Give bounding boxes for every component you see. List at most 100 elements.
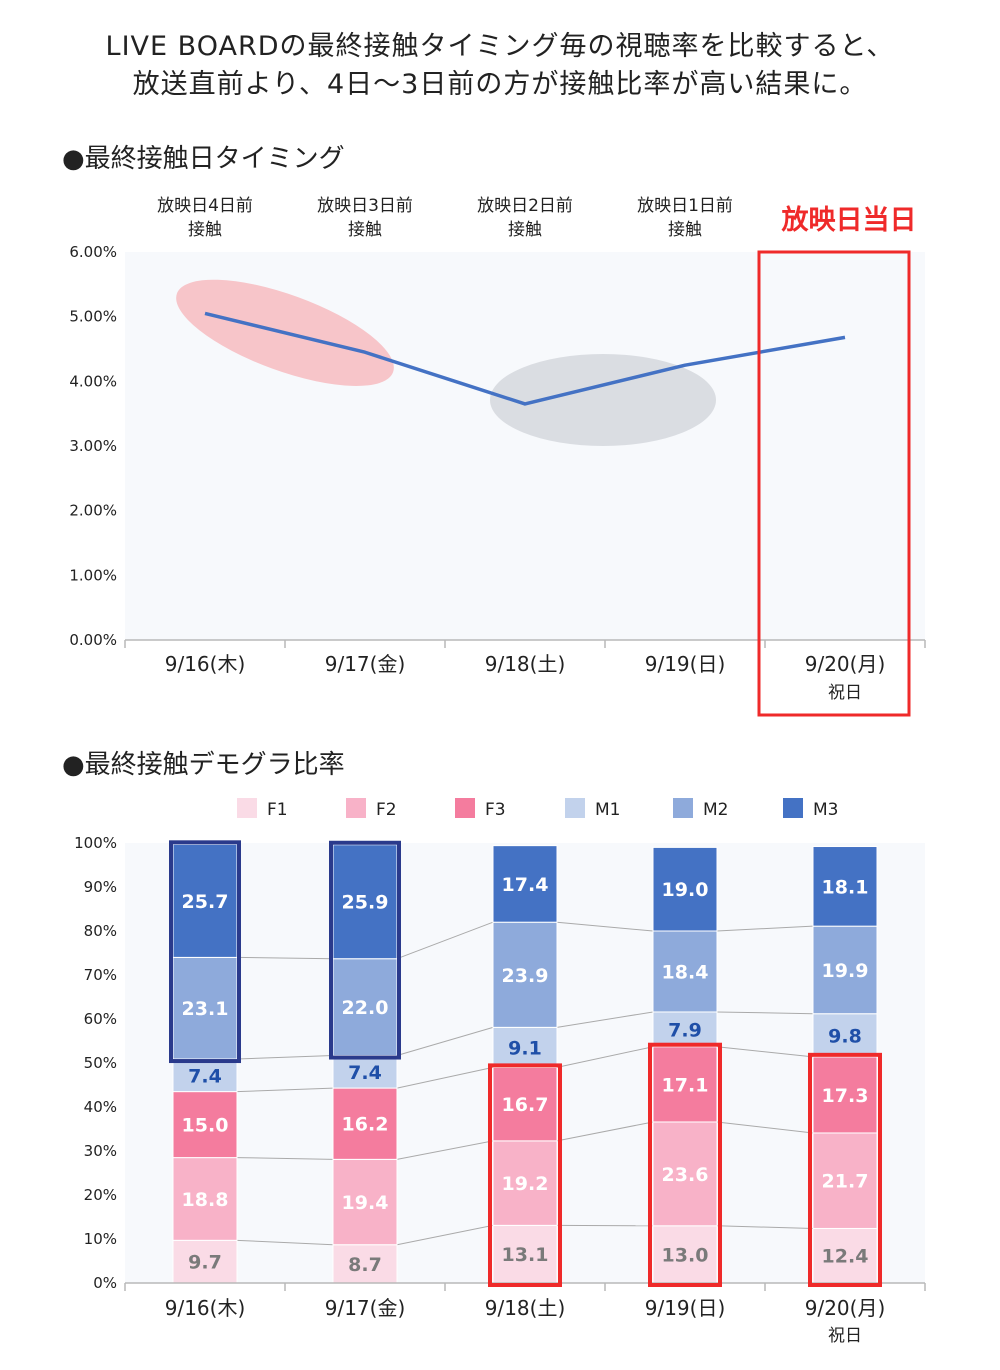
segment-connector-line	[716, 925, 814, 932]
bar-segment-F3	[492, 1066, 558, 1142]
data-label-M3: 25.7	[182, 891, 229, 913]
y-tick-label: 30%	[84, 1142, 117, 1160]
bar-segment-F3	[172, 1091, 238, 1159]
x-category-label: 9/18(土)	[485, 652, 566, 676]
segment-connector-line	[396, 921, 494, 960]
segment-connector-line	[236, 1239, 334, 1246]
legend-swatch	[346, 798, 366, 818]
bar-segment-F1	[652, 1225, 718, 1284]
data-label-M3: 19.0	[662, 879, 709, 901]
bar-segment-F1	[492, 1224, 558, 1284]
timing-label: 接触	[668, 220, 702, 240]
y-tick-label: 6.00%	[69, 243, 117, 261]
y-tick-label: 40%	[84, 1098, 117, 1116]
bar-segment-F3	[652, 1046, 718, 1123]
data-label-F2: 21.7	[822, 1171, 869, 1193]
bar-segment-M2	[812, 925, 878, 1015]
bar-segment-M2	[652, 930, 718, 1013]
headline-line-2: 放送直前より、4日〜3日前の方が接触比率が高い結果に。	[132, 69, 868, 100]
same-day-highlight-label: 放映日当日	[781, 204, 917, 236]
same-day-highlight-box	[757, 250, 911, 717]
legend-label: F2	[376, 800, 397, 820]
segment-connector-line	[716, 1011, 814, 1015]
data-label-M3: 17.4	[502, 874, 549, 896]
bar-segment-M1	[652, 1011, 718, 1048]
bar-segment-M3	[332, 844, 398, 960]
segment-connector-line	[556, 1046, 654, 1068]
x-category-label: 9/17(金)	[325, 652, 406, 676]
data-label-M3: 18.1	[822, 876, 869, 898]
y-tick-label: 10%	[84, 1230, 117, 1248]
x-category-sublabel: 祝日	[828, 683, 862, 703]
bar-segment-F1	[332, 1244, 398, 1284]
data-label-F2: 19.2	[502, 1173, 549, 1195]
segment-connector-line	[236, 1157, 334, 1160]
data-label-M2: 19.9	[822, 960, 869, 982]
data-label-F2: 18.8	[182, 1189, 229, 1211]
timing-label: 接触	[348, 220, 382, 240]
segment-connector-line	[236, 956, 334, 960]
legend-swatch	[673, 798, 693, 818]
y-tick-label: 70%	[84, 966, 117, 984]
legend-swatch	[783, 798, 803, 818]
y-tick-label: 4.00%	[69, 372, 117, 390]
legend-label: M2	[703, 800, 728, 820]
data-label-F3: 17.3	[822, 1085, 869, 1107]
x-category-label: 9/18(土)	[485, 1296, 566, 1320]
y-tick-label: 0%	[93, 1274, 117, 1292]
data-label-F1: 9.7	[188, 1252, 222, 1274]
segment-connector-line	[396, 1066, 494, 1089]
bar-segment-M2	[332, 958, 398, 1057]
timing-label: 放映日3日前	[317, 196, 413, 216]
segment-connector-line	[716, 1121, 814, 1134]
highlight-oval-late	[490, 353, 716, 446]
bar-segment-F3	[332, 1087, 398, 1160]
segment-connector-line	[236, 1087, 334, 1093]
x-category-label: 9/19(日)	[645, 1296, 726, 1320]
data-label-F3: 16.7	[502, 1094, 549, 1116]
stacked-bar-chart: 0% 10% 20% 30% 40% 50% 60% 70% 80% 90% 100% F1 F2 F3 M…	[74, 798, 926, 1346]
x-category-label: 9/20(月)	[805, 652, 886, 676]
legend-swatch	[455, 798, 475, 818]
x-category-label: 9/16(木)	[165, 1296, 246, 1320]
data-label-F3: 15.0	[182, 1115, 229, 1137]
segment-connector-line	[556, 1121, 654, 1142]
series-line	[204, 311, 846, 406]
segment-connector-line	[556, 1011, 654, 1028]
data-label-M1: 7.4	[188, 1065, 222, 1087]
legend-label: F3	[485, 800, 506, 820]
bar-segment-F2	[812, 1132, 878, 1229]
timing-label: 接触	[188, 220, 222, 240]
data-label-F3: 17.1	[662, 1074, 709, 1096]
bar-segment-M3	[812, 846, 878, 927]
legend-label: F1	[267, 800, 288, 820]
y-tick-label: 50%	[84, 1054, 117, 1072]
segment-connector-line	[396, 1026, 494, 1056]
y-tick-label: 0.00%	[69, 631, 117, 649]
segment-connector-line	[236, 1055, 334, 1060]
data-label-M1: 9.1	[508, 1037, 542, 1059]
y-tick-label: 80%	[84, 922, 117, 940]
bar-segment-M3	[652, 846, 718, 932]
x-category-label: 9/19(日)	[645, 652, 726, 676]
bar-segment-M2	[492, 921, 558, 1028]
y-tick-label: 20%	[84, 1186, 117, 1204]
data-label-M2: 22.0	[342, 997, 389, 1019]
data-label-M2: 23.9	[502, 965, 549, 987]
y-tick-label: 90%	[84, 878, 117, 896]
y-tick-label: 1.00%	[69, 566, 117, 584]
y-tick-label: 2.00%	[69, 502, 117, 520]
female-share-highlight-box	[808, 1052, 882, 1287]
timing-label: 放映日1日前	[637, 196, 733, 216]
legend-label: M3	[813, 800, 838, 820]
data-label-M2: 18.4	[662, 961, 709, 983]
legend-label: M1	[595, 800, 620, 820]
bar-segment-F2	[652, 1121, 718, 1227]
segment-connector-line	[556, 921, 654, 932]
data-label-M1: 7.9	[668, 1019, 702, 1041]
bar-chart-title: ●最終接触デモグラ比率	[62, 750, 345, 780]
bar-segment-F3	[812, 1056, 878, 1134]
female-share-highlight-box	[648, 1042, 722, 1287]
x-category-label: 9/20(月)	[805, 1296, 886, 1320]
bar-segment-F1	[172, 1239, 238, 1284]
